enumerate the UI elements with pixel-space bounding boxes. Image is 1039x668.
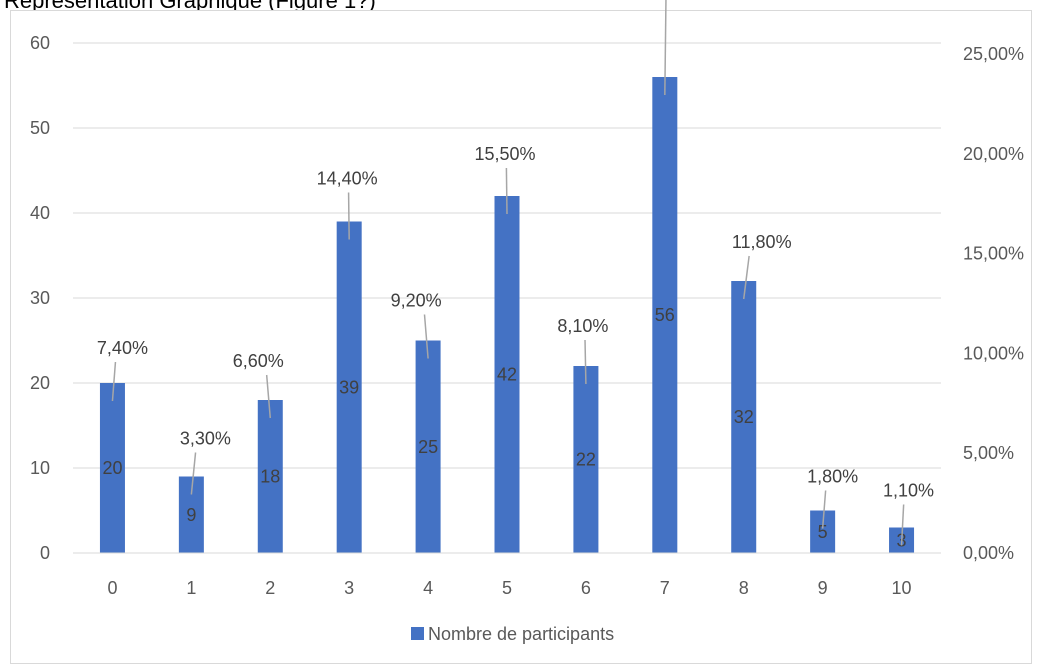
leader-line — [584, 339, 587, 385]
value-label: 56 — [655, 305, 675, 325]
chart-area — [10, 10, 1032, 664]
value-label: 25 — [418, 437, 438, 457]
leader-line — [190, 452, 197, 495]
y-tick-label: 0 — [40, 543, 50, 563]
leader-line — [423, 314, 429, 359]
y-tick-label: 40 — [30, 203, 50, 223]
data-labels: 20 7,40% 9 3,30% 18 6,60% 39 14,40% 25 9,20% 42 15,… — [97, 0, 934, 550]
y2-tick-label: 15,00% — [963, 244, 1024, 264]
percent-label: 9,20% — [391, 291, 442, 311]
percent-label: 1,10% — [883, 481, 934, 501]
bar — [731, 281, 757, 553]
cropped-heading: Représentation Graphique (Figure 1?) — [4, 0, 376, 13]
axes: 01020304050600,00%5,00%10,00%15,00%20,00… — [30, 33, 1024, 598]
percent-label: 6,60% — [233, 351, 284, 371]
value-label: 42 — [497, 365, 517, 385]
leader-line — [265, 374, 272, 419]
y-tick-label: 20 — [30, 373, 50, 393]
percent-label: 14,40% — [317, 169, 378, 189]
bar — [573, 366, 599, 553]
leader-line — [900, 504, 905, 546]
percent-label: 15,50% — [474, 144, 535, 164]
x-tick-label: 8 — [739, 578, 749, 598]
y2-tick-label: 25,00% — [963, 44, 1024, 64]
value-label: 32 — [734, 407, 754, 427]
y-tick-label: 30 — [30, 288, 50, 308]
y-tick-label: 50 — [30, 118, 50, 138]
leader-line — [821, 490, 827, 529]
percent-label: 3,30% — [180, 429, 231, 449]
bar — [494, 196, 520, 553]
leader-line — [664, 0, 667, 96]
legend-swatch — [411, 627, 424, 640]
bars — [99, 77, 915, 553]
value-label: 9 — [186, 505, 196, 525]
x-tick-label: 4 — [423, 578, 433, 598]
leader-line — [742, 255, 750, 300]
percent-label: 1,80% — [807, 467, 858, 487]
y2-tick-label: 20,00% — [963, 144, 1024, 164]
x-tick-label: 3 — [344, 578, 354, 598]
value-label: 5 — [818, 522, 828, 542]
x-tick-label: 0 — [107, 578, 117, 598]
y-tick-label: 10 — [30, 458, 50, 478]
legend-label: Nombre de participants — [428, 624, 614, 644]
x-tick-label: 7 — [660, 578, 670, 598]
value-label: 20 — [102, 458, 122, 478]
percent-label: 7,40% — [97, 338, 148, 358]
bar — [652, 77, 678, 553]
bar — [810, 510, 836, 553]
legend: Nombre de participants — [411, 624, 614, 644]
x-tick-label: 9 — [818, 578, 828, 598]
x-tick-label: 5 — [502, 578, 512, 598]
percent-label: 8,10% — [557, 316, 608, 336]
x-tick-label: 2 — [265, 578, 275, 598]
bar — [336, 221, 362, 553]
bar — [415, 340, 441, 553]
x-tick-label: 10 — [892, 578, 912, 598]
value-label: 18 — [260, 467, 280, 487]
y-tick-label: 60 — [30, 33, 50, 53]
bar — [99, 383, 125, 553]
x-tick-label: 1 — [186, 578, 196, 598]
x-tick-label: 6 — [581, 578, 591, 598]
value-label: 22 — [576, 450, 596, 470]
leader-line — [505, 167, 508, 215]
y2-tick-label: 5,00% — [963, 443, 1014, 463]
leader-line — [111, 361, 117, 402]
bar — [257, 400, 283, 553]
y2-tick-label: 10,00% — [963, 343, 1024, 363]
value-label: 39 — [339, 377, 359, 397]
leader-line — [347, 192, 350, 240]
y2-tick-label: 0,00% — [963, 543, 1014, 563]
percent-label: 11,80% — [732, 232, 792, 252]
